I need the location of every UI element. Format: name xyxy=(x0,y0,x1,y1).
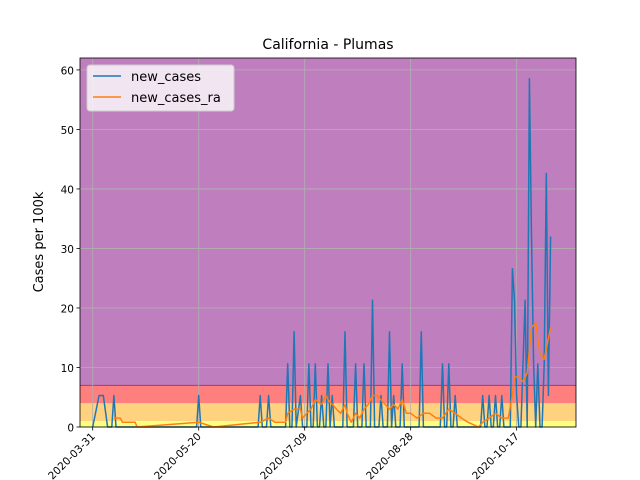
series-line-new-cases-ra xyxy=(113,322,552,428)
y-tick-label: 60 xyxy=(61,65,74,77)
x-tick-label: 2020-05-20 xyxy=(152,431,204,480)
y-tick-label: 40 xyxy=(61,184,74,196)
plot-frame xyxy=(79,57,577,428)
legend-label-new-cases: new_cases xyxy=(131,70,201,85)
y-axis-label: Cases per 100k xyxy=(32,191,47,292)
y-tick-label: 50 xyxy=(61,125,74,137)
x-tick-label: 2020-07-09 xyxy=(258,431,310,480)
x-tick-label: 2020-10-17 xyxy=(470,431,522,480)
legend-box xyxy=(86,64,235,112)
y-tick-label: 30 xyxy=(61,244,74,256)
legend-label-new-cases-ra: new_cases_ra xyxy=(131,91,221,106)
y-tick-label: 10 xyxy=(61,363,74,375)
y-axis-ticks: 0 10 20 30 40 50 60 xyxy=(61,65,80,435)
risk-level-bands xyxy=(80,58,576,427)
band-3 xyxy=(80,58,576,386)
x-axis-ticks: 2020-03-31 2020-05-20 2020-07-09 2020-08-28… xyxy=(46,427,522,480)
x-tick-label: 2020-03-31 xyxy=(46,431,98,480)
chart-title: California - Plumas xyxy=(262,37,393,53)
legend: new_cases new_cases_ra xyxy=(86,64,235,112)
band-1 xyxy=(80,403,576,422)
band-2 xyxy=(80,385,576,404)
y-tick-label: 20 xyxy=(61,303,74,315)
x-tick-label: 2020-08-28 xyxy=(364,431,416,480)
y-tick-label: 0 xyxy=(67,423,74,435)
band-0 xyxy=(80,421,576,427)
